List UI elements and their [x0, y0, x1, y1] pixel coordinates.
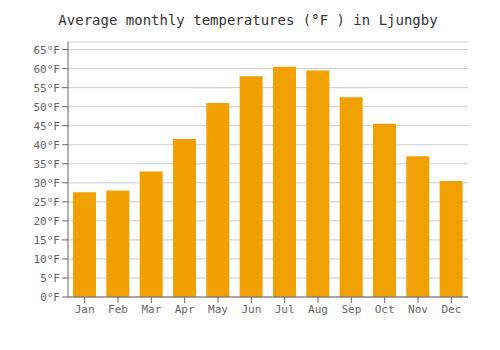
svg-text:Jun: Jun: [241, 303, 261, 316]
svg-text:Mar: Mar: [141, 303, 161, 316]
html-text:Average monthly temperatures (: Average monthly temperatures (°F ) in Lj…: [58, 12, 438, 28]
svg-text:Nov: Nov: [408, 303, 428, 316]
svg-text:Sep: Sep: [341, 303, 361, 316]
svg-text:Oct: Oct: [375, 303, 395, 316]
svg-text:May: May: [208, 303, 228, 316]
svg-text:0°F: 0°F: [40, 291, 60, 304]
svg-text:40°F: 40°F: [34, 139, 61, 152]
svg-text:30°F: 30°F: [34, 177, 61, 190]
svg-text:45°F: 45°F: [34, 120, 61, 133]
svg-text:Dec: Dec: [441, 303, 461, 316]
svg-text:35°F: 35°F: [34, 158, 61, 171]
svg-text:65°F: 65°F: [34, 44, 61, 57]
svg-text:20°F: 20°F: [34, 215, 61, 228]
svg-text:Jul: Jul: [275, 303, 295, 316]
svg-text:Apr: Apr: [175, 303, 195, 316]
svg-text:5°F: 5°F: [40, 272, 60, 285]
svg-text:Feb: Feb: [108, 303, 128, 316]
svg-text:60°F: 60°F: [34, 63, 61, 76]
svg-text:15°F: 15°F: [34, 234, 61, 247]
svg-text:Aug: Aug: [308, 303, 328, 316]
svg-text:25°F: 25°F: [34, 196, 61, 209]
svg-text:Jan: Jan: [75, 303, 95, 316]
svg-text:10°F: 10°F: [34, 253, 61, 266]
svg-text:50°F: 50°F: [34, 101, 61, 114]
svg-text:55°F: 55°F: [34, 82, 61, 95]
